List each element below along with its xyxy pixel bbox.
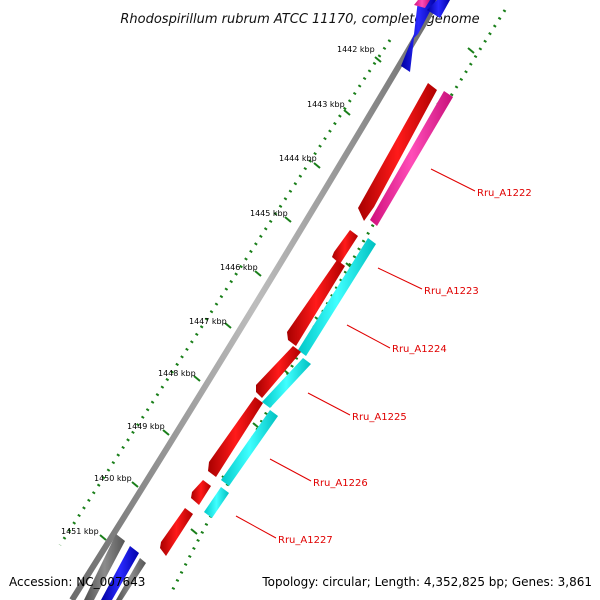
gene-label: Rru_A1227 [278,535,333,546]
gene-red-2 [332,230,358,264]
tick-label: 1445 kbp [250,209,288,218]
gene-label: Rru_A1226 [313,478,368,489]
map-title: Rhodospirillum rubrum ATCC 11170, comple… [120,12,479,27]
tick-label: 1446 kbp [220,263,258,272]
tick-label: 1448 kbp [158,369,196,378]
gene-cyan-1225 [262,358,311,408]
tick-mark [343,109,351,116]
gene-label: Rru_A1222 [477,188,532,199]
tick-label: 1449 kbp [127,422,165,431]
tick-label: 1451 kbp [61,527,99,536]
gene-blue-top [401,0,436,72]
tick-label: 1442 kbp [337,45,375,54]
tick-label: 1443 kbp [307,100,345,109]
genome-backbone [69,0,441,600]
gene-cyan-1223 [298,238,376,356]
leader-line [269,458,312,482]
tick-label: 1444 kbp [279,154,317,163]
leader-line [377,267,423,290]
tick-mark [131,481,139,488]
genome-summary-text: Topology: circular; Length: 4,352,825 bp… [261,575,592,589]
kbp-ticks: 1442 kbp 1443 kbp 1444 kbp 1445 kbp 1446… [61,45,382,541]
tick-label: 1450 kbp [94,474,132,483]
tick-label: 1447 kbp [189,317,227,326]
leader-line [346,324,391,349]
inner-tick-dots [58,39,392,546]
gene-labels: Rru_A1222 Rru_A1223 Rru_A1224 Rru_A1225 … [235,168,532,546]
tick-mark [374,56,382,63]
tick-mark [254,270,262,277]
tick-mark [224,322,232,329]
gene-red-7 [160,508,193,556]
tick-mark [284,216,292,223]
gene-gray-bottom-2 [116,558,146,600]
gene-red-4 [256,346,301,398]
gene-pink-1222 [370,91,453,226]
tick-mark [313,162,321,169]
gene-label: Rru_A1224 [392,344,447,355]
leader-line [307,392,351,416]
gene-cyan-1226 [221,410,278,486]
leader-line [430,168,476,192]
gene-red-1 [358,83,437,221]
tick-mark [193,375,201,382]
tick-mark [162,429,170,436]
tick-mark [190,528,198,535]
gene-label: Rru_A1223 [424,286,479,297]
tick-mark [99,534,107,541]
gene-cyan-1227 [204,487,229,518]
gene-red-5 [208,397,263,477]
gene-blue-top-b [427,0,450,18]
accession-text: Accession: NC_007643 [9,575,145,589]
gene-red-6 [191,480,211,505]
gene-red-3 [287,260,345,346]
gene-label: Rru_A1225 [352,412,407,423]
leader-line [235,515,277,539]
gene-pink-top [414,0,430,8]
tick-mark [467,47,475,54]
gene-gray-bottom [84,534,125,600]
gene-blue-bottom [101,546,139,600]
